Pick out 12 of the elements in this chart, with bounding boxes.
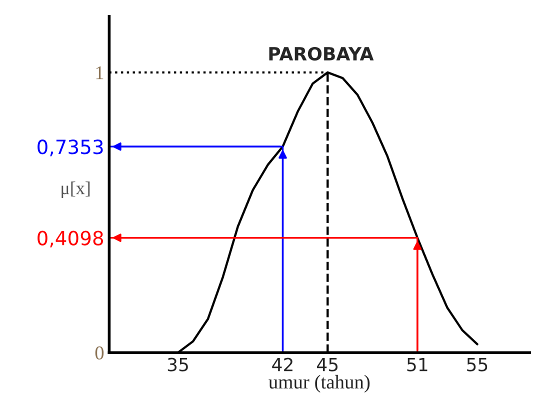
y-tick-label: 1 [96, 66, 104, 80]
x-tick-label: 45 [317, 358, 338, 372]
y-tick-label: 0,4098 [38, 230, 104, 248]
y-tick-label: 0 [95, 346, 104, 360]
x-tick-label: 55 [467, 358, 488, 372]
x-tick-label: 51 [407, 358, 428, 372]
annotation: PAROBAYA [269, 46, 374, 61]
y-tick-label: 0,7353 [38, 140, 103, 156]
y-axis-title: μ[x] [62, 182, 90, 198]
x-axis-title: umur (tahun) [268, 374, 370, 393]
x-tick-label: 42 [272, 358, 292, 372]
x-tick-label: 35 [168, 358, 188, 372]
